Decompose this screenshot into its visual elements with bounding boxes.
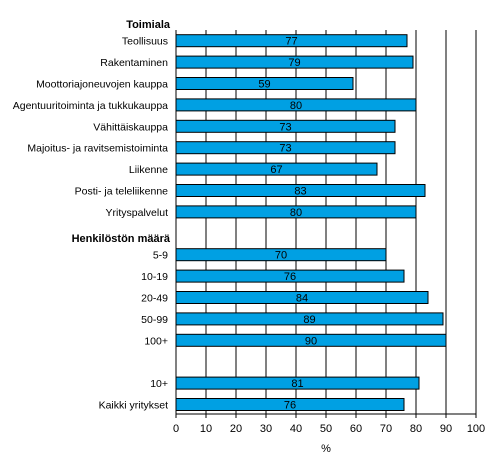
x-tick-label: 90	[440, 423, 452, 435]
x-axis: 0 10 20 30 40 50 60 70 80 90 100	[173, 413, 485, 435]
category-label: 50-99	[141, 314, 168, 326]
x-tick-label: 20	[230, 423, 242, 435]
data-label: 59	[258, 79, 270, 91]
x-tick-label: 30	[260, 423, 272, 435]
bar	[175, 162, 378, 176]
category-label: Kaikki yritykset	[99, 400, 169, 412]
bar	[175, 184, 426, 197]
data-label: 89	[303, 314, 315, 326]
data-label: 76	[284, 271, 296, 283]
bar	[175, 55, 414, 69]
data-label: 79	[288, 57, 300, 69]
x-tick-label: 40	[290, 423, 302, 435]
data-label: 81	[291, 378, 303, 390]
bar	[175, 98, 417, 112]
bar	[175, 376, 420, 390]
x-tick-label: 80	[410, 423, 422, 435]
data-label: 80	[290, 100, 302, 112]
bar	[175, 248, 387, 262]
category-label: 5-9	[153, 250, 168, 262]
data-label: 70	[275, 250, 287, 262]
bar	[175, 119, 396, 133]
category-label: 20-49	[141, 293, 168, 305]
bar	[175, 312, 444, 326]
category-label: Majoitus- ja ravitsemistoiminta	[27, 143, 168, 155]
bar	[175, 333, 447, 347]
category-label: 10-19	[141, 271, 168, 283]
data-label: 67	[270, 164, 282, 176]
bar	[175, 141, 396, 155]
bar	[175, 398, 405, 411]
category-label: Posti- ja teleliikenne	[75, 186, 169, 198]
x-tick-label: 60	[350, 423, 362, 435]
x-tick-label: 0	[173, 423, 179, 435]
category-label: Moottoriajoneuvojen kauppa	[36, 79, 168, 91]
x-tick-label: 50	[320, 423, 332, 435]
group-heading: Henkilöstön määrä	[72, 233, 171, 245]
data-label: 73	[279, 143, 291, 155]
category-label: Liikenne	[129, 164, 168, 176]
bar	[175, 291, 429, 304]
grid-lines	[175, 30, 477, 414]
bar	[175, 269, 405, 283]
data-label: 84	[296, 293, 308, 305]
data-label: 90	[305, 335, 317, 347]
x-tick-label: 70	[380, 423, 392, 435]
data-label: 73	[279, 121, 291, 133]
category-label: Agentuuritoiminta ja tukkukauppa	[13, 100, 168, 112]
data-label: 80	[290, 207, 302, 219]
category-label: Teollisuus	[122, 36, 168, 48]
data-label: 83	[294, 186, 306, 198]
x-axis-title: %	[321, 443, 331, 455]
bar	[175, 77, 354, 90]
group-heading: Toimiala	[126, 19, 171, 31]
bars	[175, 34, 447, 411]
category-label: Rakentaminen	[100, 57, 168, 69]
bar	[175, 34, 408, 48]
bar	[175, 205, 417, 219]
category-labels: Toimiala Teollisuus Rakentaminen Moottoriaj…	[13, 19, 171, 412]
category-label: 100+	[144, 335, 168, 347]
x-tick-label: 10	[200, 423, 212, 435]
category-label: Vähittäiskauppa	[93, 121, 168, 133]
data-label: 77	[285, 36, 297, 48]
data-label: 76	[284, 400, 296, 412]
category-label: 10+	[150, 378, 168, 390]
x-tick-label: 100	[467, 423, 485, 435]
category-label: Yrityspalvelut	[106, 207, 169, 219]
